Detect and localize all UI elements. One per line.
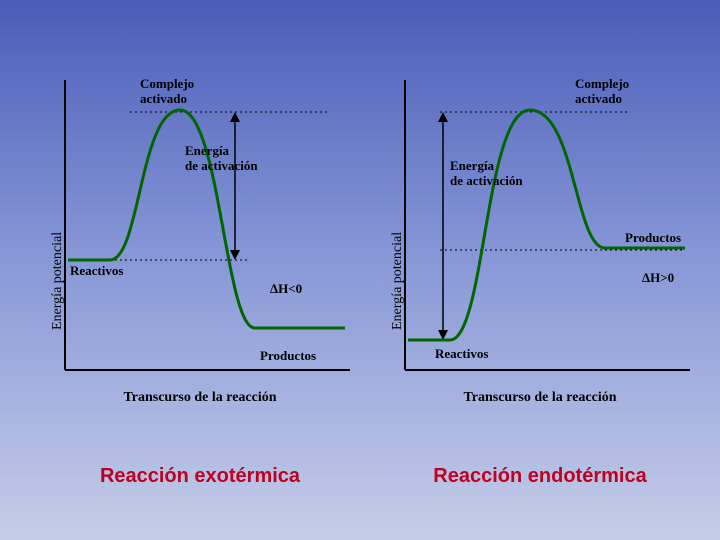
exothermic-title: Reacción exotérmica	[40, 465, 360, 488]
activation-label-l1: Energía	[450, 158, 495, 173]
endothermic-title: Reacción endotérmica	[380, 465, 700, 488]
activation-arrow-up	[230, 112, 240, 122]
reactants-label: Reactivos	[435, 346, 488, 361]
endothermic-chart: Complejo activado Energía de activación …	[380, 70, 700, 410]
x-axis-label: Transcurso de la reacción	[40, 390, 360, 406]
energy-curve	[408, 110, 685, 340]
peak-label-l2: activado	[140, 91, 187, 106]
exothermic-chart: Complejo activado Energía de activación …	[40, 70, 360, 410]
delta-h-label: ΔH>0	[642, 270, 674, 285]
activation-label-l2: de activación	[450, 173, 523, 188]
y-axis-label: Energía potencial	[50, 232, 66, 330]
exothermic-svg: Complejo activado Energía de activación …	[40, 70, 360, 410]
x-axis-label: Transcurso de la reacción	[380, 390, 700, 406]
products-label: Productos	[260, 348, 316, 363]
products-label: Productos	[625, 230, 681, 245]
y-axis-label: Energía potencial	[390, 232, 406, 330]
diagram-container: Complejo activado Energía de activación …	[0, 0, 720, 540]
peak-label-l1: Complejo	[575, 76, 629, 91]
delta-h-label: ΔH<0	[270, 281, 302, 296]
activation-arrow-down	[230, 250, 240, 260]
activation-arrow-up	[438, 112, 448, 122]
activation-label-l2: de activación	[185, 158, 258, 173]
reactants-label: Reactivos	[70, 263, 123, 278]
peak-label-l1: Complejo	[140, 76, 194, 91]
endothermic-svg: Complejo activado Energía de activación …	[380, 70, 700, 410]
peak-label-l2: activado	[575, 91, 622, 106]
activation-label-l1: Energía	[185, 143, 230, 158]
